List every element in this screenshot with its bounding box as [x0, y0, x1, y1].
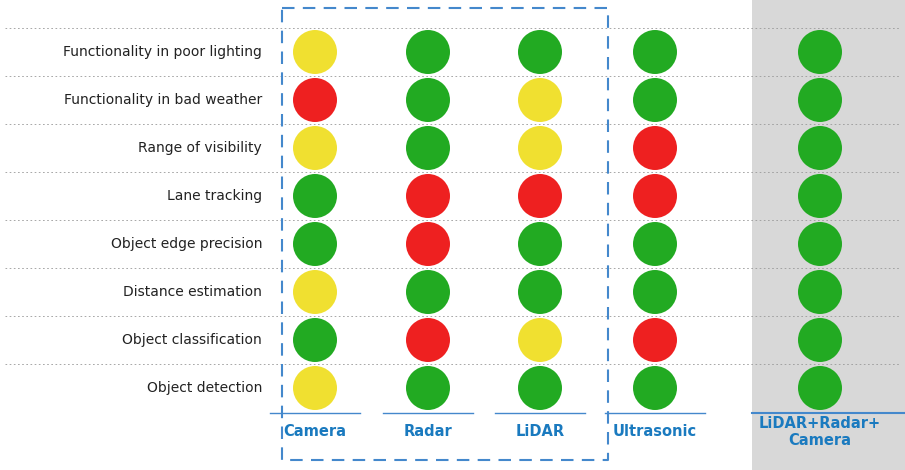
Ellipse shape — [406, 222, 450, 266]
Ellipse shape — [798, 174, 842, 218]
Ellipse shape — [293, 126, 337, 170]
Ellipse shape — [406, 174, 450, 218]
Ellipse shape — [633, 222, 677, 266]
Ellipse shape — [293, 78, 337, 122]
Text: Functionality in poor lighting: Functionality in poor lighting — [63, 45, 262, 59]
Ellipse shape — [518, 222, 562, 266]
Ellipse shape — [798, 222, 842, 266]
Ellipse shape — [293, 30, 337, 74]
Ellipse shape — [293, 366, 337, 410]
Text: Radar: Radar — [404, 424, 452, 439]
Ellipse shape — [633, 318, 677, 362]
Ellipse shape — [518, 30, 562, 74]
Ellipse shape — [798, 270, 842, 314]
Ellipse shape — [798, 366, 842, 410]
Ellipse shape — [293, 270, 337, 314]
Ellipse shape — [406, 270, 450, 314]
Ellipse shape — [293, 318, 337, 362]
Ellipse shape — [406, 318, 450, 362]
Text: Range of visibility: Range of visibility — [138, 141, 262, 155]
Ellipse shape — [518, 318, 562, 362]
Text: Functionality in bad weather: Functionality in bad weather — [63, 93, 262, 107]
Ellipse shape — [633, 126, 677, 170]
Ellipse shape — [293, 174, 337, 218]
Text: Ultrasonic: Ultrasonic — [613, 424, 697, 439]
Ellipse shape — [518, 78, 562, 122]
Ellipse shape — [633, 270, 677, 314]
Text: LiDAR: LiDAR — [516, 424, 565, 439]
Ellipse shape — [798, 318, 842, 362]
Bar — [752, 0, 905, 470]
Ellipse shape — [633, 78, 677, 122]
Text: Object classification: Object classification — [122, 333, 262, 347]
Ellipse shape — [406, 30, 450, 74]
Ellipse shape — [406, 78, 450, 122]
Ellipse shape — [406, 126, 450, 170]
Ellipse shape — [518, 126, 562, 170]
Ellipse shape — [633, 174, 677, 218]
Ellipse shape — [518, 366, 562, 410]
Ellipse shape — [518, 174, 562, 218]
Text: LiDAR+Radar+
Camera: LiDAR+Radar+ Camera — [759, 416, 881, 448]
Text: Object detection: Object detection — [147, 381, 262, 395]
Text: Camera: Camera — [283, 424, 347, 439]
Ellipse shape — [518, 270, 562, 314]
Ellipse shape — [633, 30, 677, 74]
Ellipse shape — [406, 366, 450, 410]
Text: Lane tracking: Lane tracking — [167, 189, 262, 203]
Ellipse shape — [633, 366, 677, 410]
Text: Object edge precision: Object edge precision — [110, 237, 262, 251]
Ellipse shape — [798, 30, 842, 74]
Text: Distance estimation: Distance estimation — [123, 285, 262, 299]
Ellipse shape — [293, 222, 337, 266]
Ellipse shape — [798, 78, 842, 122]
Ellipse shape — [798, 126, 842, 170]
